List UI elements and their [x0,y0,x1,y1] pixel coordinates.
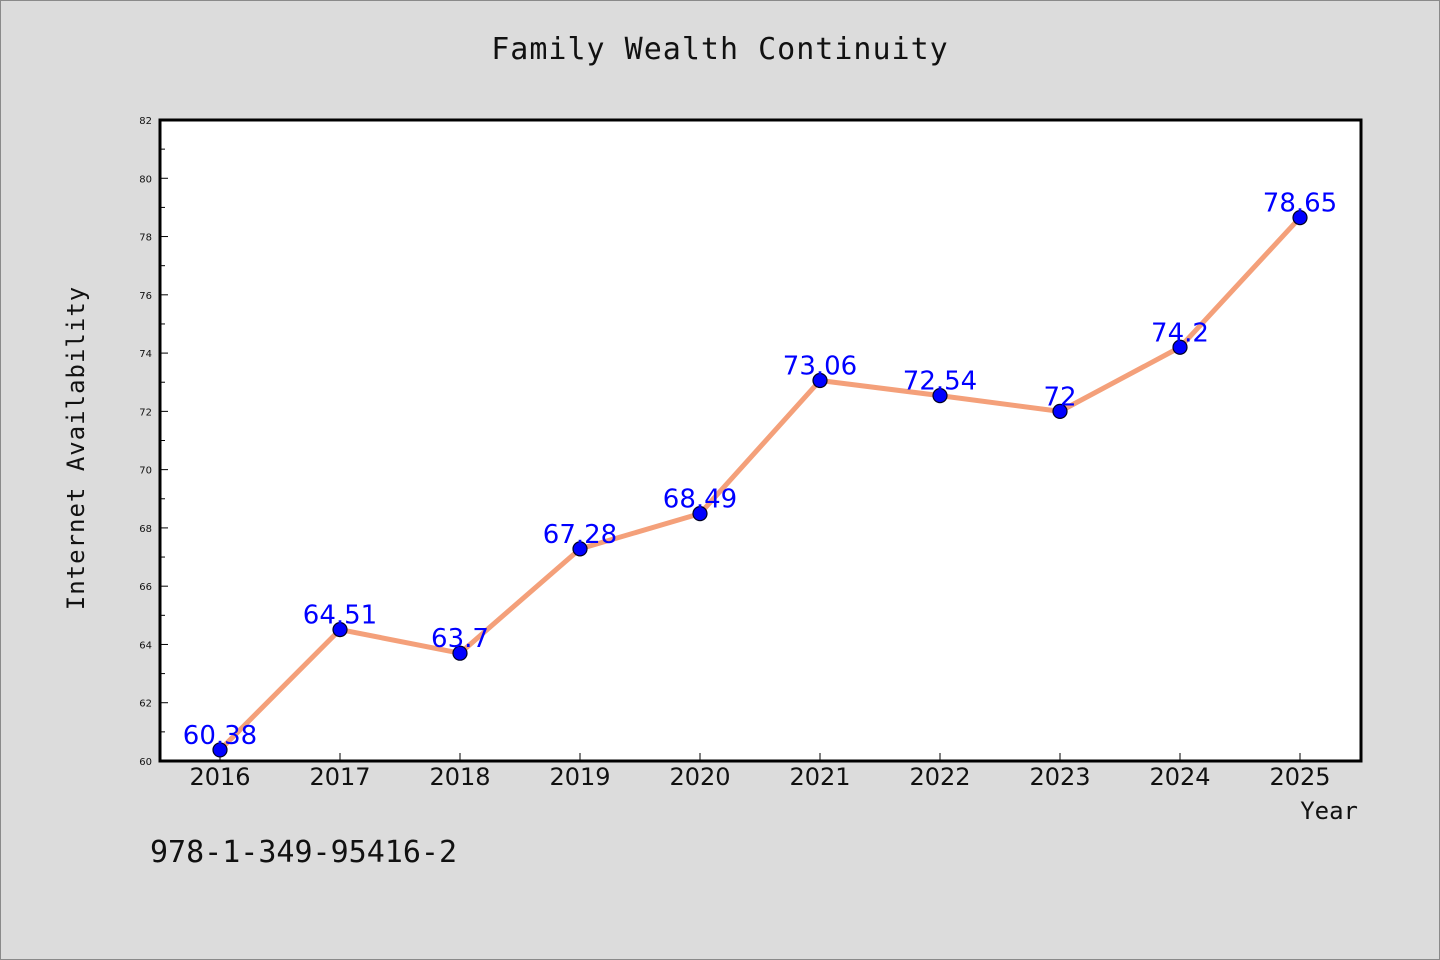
x-tick-label: 2018 [429,763,490,791]
plot-frame [158,118,1363,763]
data-point [332,621,348,638]
data-labels: 60.38 64.51 63.7 67.28 68.49 73.06 72.54 72 74.2… [183,189,1337,751]
data-label: 67.28 [543,520,617,550]
y-tick-label: 62 [139,699,152,710]
series-markers [212,210,1308,758]
y-tick-label: 74 [139,349,152,360]
data-label: 64.51 [303,601,377,631]
data-label: 72 [1043,382,1076,412]
x-tick-label: 2019 [549,763,610,791]
data-point [692,506,708,522]
y-tick-label: 60 [139,757,152,768]
isbn-footnote: 978-1-349-95416-2 [150,835,458,870]
x-tick-label: 2017 [309,763,370,791]
data-point [212,742,228,758]
y-tick-label: 68 [139,524,152,535]
y-tick-label: 66 [139,582,152,593]
y-tick-label: 70 [139,466,152,477]
data-label: 78.65 [1263,189,1337,219]
data-label: 74.2 [1151,318,1209,348]
data-point [1172,339,1188,355]
data-label: 60.38 [183,721,257,751]
y-tick-label: 72 [139,407,152,418]
x-tick-label: 2020 [669,763,730,791]
data-point [452,645,468,661]
series-line [218,215,1302,752]
x-tick-label: 2025 [1269,763,1330,791]
data-label: 68.49 [663,485,737,515]
data-point [1292,210,1308,226]
y-tick-label: 76 [139,291,152,302]
data-label: 63.7 [431,624,489,654]
x-axis-label: Year [1300,797,1358,825]
data-label: 73.06 [783,351,857,381]
data-point [1052,403,1068,419]
data-point [932,388,948,404]
y-tick-label: 64 [139,640,152,651]
x-tick-label: 2021 [789,763,850,791]
x-tick-label: 2016 [189,763,250,791]
y-tick-label: 78 [139,233,152,244]
y-tick-label: 82 [139,116,152,127]
plot-area [160,120,1361,761]
x-tick-label: 2022 [909,763,970,791]
y-tick-label: 80 [139,174,152,185]
chart-title: Family Wealth Continuity [491,32,949,67]
x-axis-ticks: 2016 2017 2018 2019 2020 2021 2022 2023 2024 2025 [189,753,1331,791]
x-tick-label: 2023 [1029,763,1090,791]
data-label: 72.54 [903,367,977,397]
data-point [572,541,588,557]
x-tick-label: 2024 [1149,763,1210,791]
data-point [812,372,828,389]
